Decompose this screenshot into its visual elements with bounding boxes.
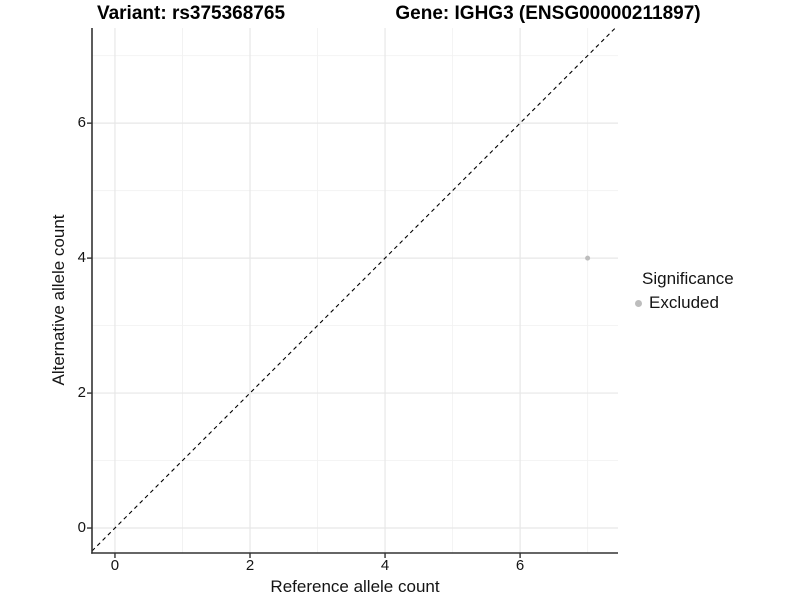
x-tick-label: 6 [515, 557, 525, 574]
legend-item-label: Excluded [649, 293, 719, 312]
y-tick-label: 4 [77, 249, 86, 267]
legend-item-excluded: Excluded [631, 293, 734, 313]
variant-title: Variant: rs375368765 [96, 3, 286, 24]
gene-title: Gene: IGHG3 (ENSG00000211897) [395, 3, 701, 24]
x-tick-label: 0 [110, 557, 120, 574]
legend: Significance Excluded [631, 269, 734, 313]
x-tick-label: 4 [380, 557, 390, 574]
data-point [585, 255, 591, 261]
excluded-point-icon [635, 299, 642, 307]
y-tick-label: 0 [77, 519, 86, 537]
x-tick-label: 2 [245, 557, 255, 574]
y-tick-label: 6 [77, 114, 86, 132]
legend-title: Significance [642, 269, 734, 288]
y-axis-title: Alternative allele count [49, 214, 68, 386]
y-tick-label: 2 [77, 384, 86, 402]
identity-line [91, 27, 616, 552]
x-axis-title: Reference allele count [270, 577, 440, 596]
